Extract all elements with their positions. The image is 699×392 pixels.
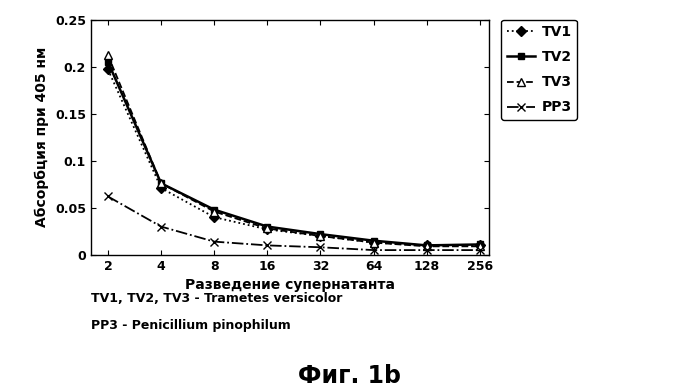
Line: TV2: TV2 [104,58,483,249]
X-axis label: Разведение супернатанта: Разведение супернатанта [185,278,395,292]
Line: TV1: TV1 [104,66,483,249]
TV3 [475,244,484,249]
PP3 [157,224,165,229]
TV2 [369,238,377,243]
TV1 [210,215,218,220]
TV3 [316,234,324,238]
PP3 [316,245,324,250]
Y-axis label: Абсорбция при 405 нм: Абсорбция при 405 нм [35,47,50,227]
PP3 [369,248,377,252]
TV3 [157,181,165,186]
TV3 [422,244,431,249]
TV2 [103,60,112,64]
PP3 [475,248,484,252]
TV2 [475,242,484,247]
TV2 [157,181,165,186]
TV1 [422,243,431,248]
TV2 [263,224,271,229]
TV3 [369,240,377,245]
TV1 [316,234,324,238]
TV2 [422,243,431,248]
TV1 [157,186,165,191]
Text: Фиг. 1b: Фиг. 1b [298,364,401,388]
Line: PP3: PP3 [103,192,484,254]
Text: PP3 - Penicillium pinophilum: PP3 - Penicillium pinophilum [91,319,291,332]
TV2 [316,232,324,236]
TV2 [210,207,218,212]
Legend: TV1, TV2, TV3, PP3: TV1, TV2, TV3, PP3 [501,20,577,120]
PP3 [210,239,218,244]
TV3 [210,209,218,214]
TV3 [263,226,271,231]
PP3 [263,243,271,248]
PP3 [422,248,431,252]
TV1 [103,67,112,72]
PP3 [103,194,112,199]
TV3 [103,53,112,58]
TV1 [369,240,377,245]
TV1 [475,243,484,248]
Line: TV3: TV3 [103,51,484,250]
Text: TV1, TV2, TV3 - Trametes versicolor: TV1, TV2, TV3 - Trametes versicolor [91,292,343,305]
TV1 [263,227,271,232]
